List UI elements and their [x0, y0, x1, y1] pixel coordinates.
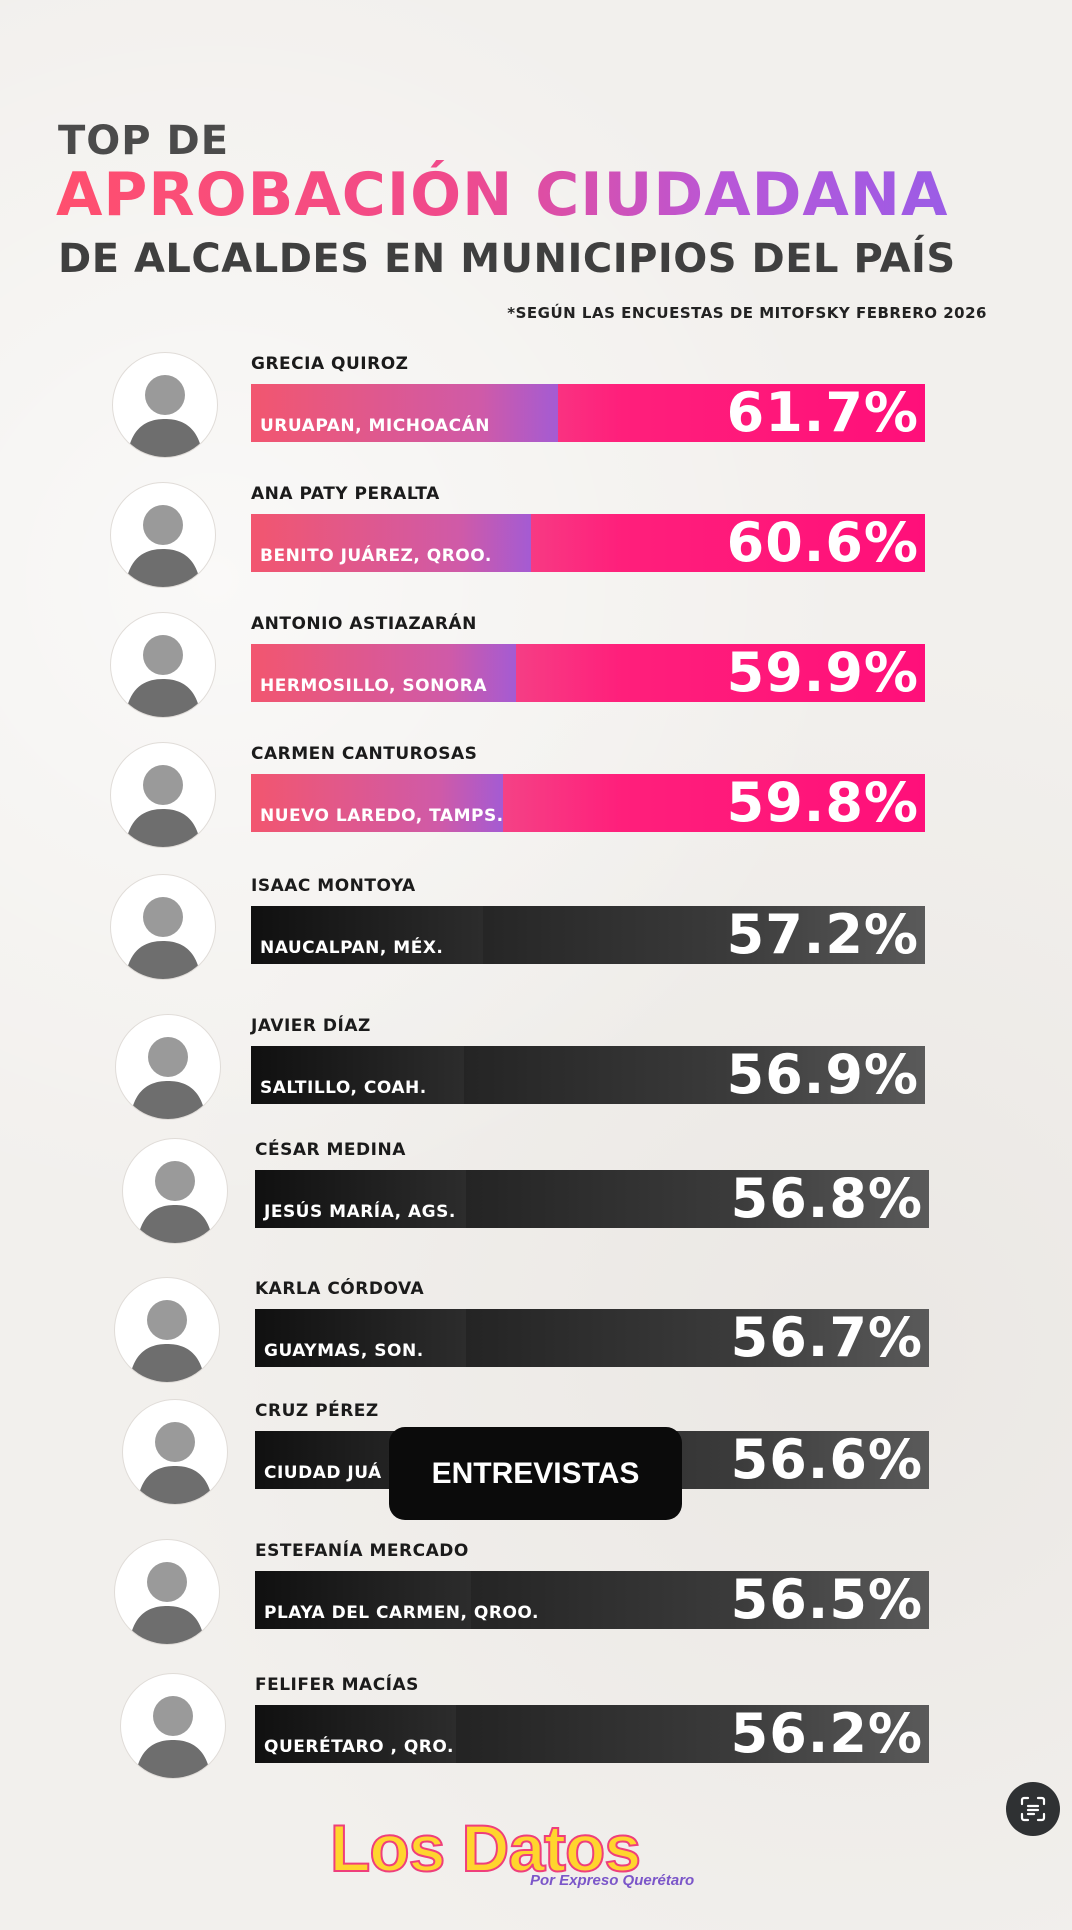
approval-bar-fill [251, 906, 483, 964]
mayor-name: ANA PATY PERALTA [251, 484, 440, 504]
approval-bar-fill [251, 774, 503, 832]
approval-bar-fill [255, 1170, 466, 1228]
approval-bar-fill [251, 1046, 464, 1104]
avatar [115, 1014, 221, 1120]
approval-percentage: 56.7% [730, 1309, 923, 1367]
approval-bar: PLAYA DEL CARMEN, QROO. 56.5% [255, 1571, 929, 1629]
approval-percentage: 56.5% [730, 1571, 923, 1629]
approval-percentage: 59.8% [726, 774, 919, 832]
approval-bar: HERMOSILLO, SONORA 59.9% [251, 644, 925, 702]
approval-bar: NUEVO LAREDO, TAMPS. 59.8% [251, 774, 925, 832]
municipality-label: NAUCALPAN, MÉX. [260, 938, 444, 958]
ranking-row: CARMEN CANTUROSAS NUEVO LAREDO, TAMPS. 59.… [0, 730, 1072, 850]
mayor-name: ANTONIO ASTIAZARÁN [251, 614, 477, 634]
ranking-row: JAVIER DÍAZ SALTILLO, COAH. 56.9% [0, 1002, 1072, 1122]
ranking-row: ISAAC MONTOYA NAUCALPAN, MÉX. 57.2% [0, 862, 1072, 982]
approval-percentage: 60.6% [726, 514, 919, 572]
municipality-label: HERMOSILLO, SONORA [260, 676, 488, 696]
approval-percentage: 61.7% [726, 384, 919, 442]
municipality-label: NUEVO LAREDO, TAMPS. [260, 806, 504, 826]
entrevistas-button[interactable]: ENTREVISTAS [389, 1427, 682, 1520]
approval-bar: SALTILLO, COAH. 56.9% [251, 1046, 925, 1104]
municipality-label: BENITO JUÁREZ, QROO. [260, 546, 492, 566]
approval-bar-fill [251, 644, 516, 702]
ranking-row: KARLA CÓRDOVA GUAYMAS, SON. 56.7% [0, 1265, 1072, 1385]
mayor-name: FELIFER MACÍAS [255, 1675, 419, 1695]
los-datos-logo: Los Datos Por Expreso Querétaro [329, 1810, 710, 1890]
mayor-name: ESTEFANÍA MERCADO [255, 1541, 469, 1561]
mayor-name: JAVIER DÍAZ [251, 1016, 371, 1036]
approval-bar: NAUCALPAN, MÉX. 57.2% [251, 906, 925, 964]
ranking-row: ANA PATY PERALTA BENITO JUÁREZ, QROO. 60.6… [0, 470, 1072, 590]
municipality-label: SALTILLO, COAH. [260, 1078, 427, 1098]
approval-percentage: 56.6% [730, 1431, 923, 1489]
municipality-label: QUERÉTARO , QRO. [264, 1737, 454, 1757]
ranking-row: CÉSAR MEDINA JESÚS MARÍA, AGS. 56.8% [0, 1126, 1072, 1246]
approval-percentage: 56.2% [730, 1705, 923, 1763]
title-top-de: TOP DE [58, 118, 230, 164]
ranking-row: ANTONIO ASTIAZARÁN HERMOSILLO, SONORA 59.9… [0, 600, 1072, 720]
municipality-label: PLAYA DEL CARMEN, QROO. [264, 1603, 539, 1623]
avatar [110, 482, 216, 588]
avatar [114, 1539, 220, 1645]
approval-bar-fill [251, 384, 558, 442]
mayor-name: KARLA CÓRDOVA [255, 1279, 425, 1299]
screen-search-button[interactable] [1006, 1782, 1060, 1836]
title-aprobacion-ciudadana: APROBACIÓN CIUDADANA [56, 160, 949, 230]
approval-bar-fill [255, 1571, 471, 1629]
mayor-name: CARMEN CANTUROSAS [251, 744, 478, 764]
approval-percentage: 56.9% [726, 1046, 919, 1104]
mayor-name: GRECIA QUIROZ [251, 354, 409, 374]
logo-text: Los Datos [329, 1810, 642, 1886]
title-alcaldes: DE ALCALDES EN MUNICIPIOS DEL PAÍS [58, 236, 956, 282]
approval-bar: BENITO JUÁREZ, QROO. 60.6% [251, 514, 925, 572]
logo-subtext: Por Expreso Querétaro [530, 1872, 695, 1889]
avatar [110, 612, 216, 718]
approval-percentage: 57.2% [726, 906, 919, 964]
municipality-label: CIUDAD JUÁ [264, 1463, 382, 1483]
mayor-name: CRUZ PÉREZ [255, 1401, 379, 1421]
avatar [110, 874, 216, 980]
avatar [122, 1138, 228, 1244]
approval-bar: URUAPAN, MICHOACÁN 61.7% [251, 384, 925, 442]
municipality-label: JESÚS MARÍA, AGS. [264, 1202, 456, 1222]
screen-search-icon [1020, 1796, 1046, 1822]
approval-bar: GUAYMAS, SON. 56.7% [255, 1309, 929, 1367]
avatar [112, 352, 218, 458]
avatar [114, 1277, 220, 1383]
approval-bar: JESÚS MARÍA, AGS. 56.8% [255, 1170, 929, 1228]
mayor-name: ISAAC MONTOYA [251, 876, 416, 896]
approval-percentage: 59.9% [726, 644, 919, 702]
approval-bar-fill [251, 514, 531, 572]
avatar [120, 1673, 226, 1779]
municipality-label: URUAPAN, MICHOACÁN [260, 416, 490, 436]
approval-percentage: 56.8% [730, 1170, 923, 1228]
mayor-name: CÉSAR MEDINA [255, 1140, 406, 1160]
source-note: *SEGÚN LAS ENCUESTAS DE MITOFSKY FEBRERO… [507, 304, 987, 322]
municipality-label: GUAYMAS, SON. [264, 1341, 424, 1361]
ranking-row: FELIFER MACÍAS QUERÉTARO , QRO. 56.2% [0, 1661, 1072, 1781]
approval-bar-fill [255, 1705, 456, 1763]
approval-bar: QUERÉTARO , QRO. 56.2% [255, 1705, 929, 1763]
approval-bar-fill [255, 1309, 466, 1367]
avatar [122, 1399, 228, 1505]
avatar [110, 742, 216, 848]
ranking-row: ESTEFANÍA MERCADO PLAYA DEL CARMEN, QROO.… [0, 1527, 1072, 1647]
ranking-row: GRECIA QUIROZ URUAPAN, MICHOACÁN 61.7% [0, 340, 1072, 460]
